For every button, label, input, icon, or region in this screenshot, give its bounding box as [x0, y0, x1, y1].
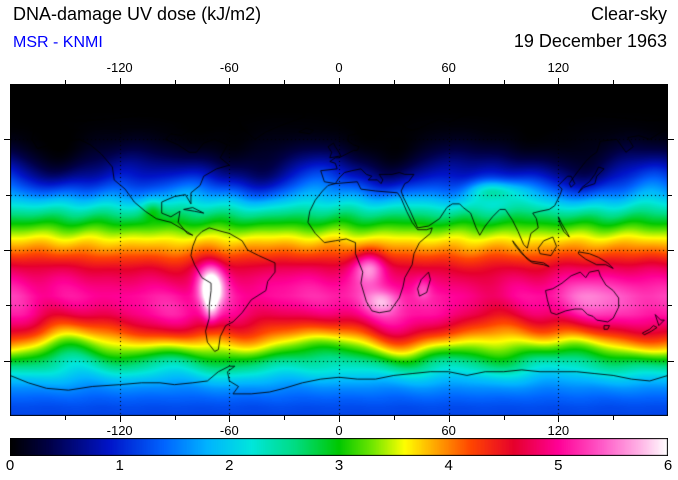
- lat-tick-label: -60: [0, 351, 2, 370]
- lon-tick-label: -120: [106, 423, 133, 438]
- colorbar-tick-label: 6: [663, 457, 673, 474]
- lon-tick-label: -60: [219, 60, 239, 75]
- lat-minor-tick-mark: [668, 194, 672, 196]
- colorbar-tick-label: 4: [444, 457, 453, 474]
- colorbar-tick-label: 2: [225, 457, 234, 474]
- colorbar-tick-label: 1: [115, 457, 124, 474]
- lat-tick-mark: [668, 139, 674, 141]
- lat-minor-tick-mark: [668, 305, 672, 307]
- lon-tick-label: -60: [219, 423, 239, 438]
- lat-tick-label: 60: [0, 132, 2, 146]
- sky-condition-label: Clear-sky: [590, 4, 667, 24]
- lon-minor-tick-mark: [174, 80, 176, 84]
- lon-minor-tick-mark: [174, 416, 176, 420]
- lon-minor-tick-mark: [393, 80, 395, 84]
- lon-minor-tick-mark: [503, 416, 505, 420]
- colorbar-gradient: [10, 438, 668, 456]
- lon-tick-mark: [119, 416, 121, 422]
- header-left: DNA-damage UV dose (kJ/m2) MSR - KNMI: [13, 4, 261, 52]
- data-source-label: MSR - KNMI: [13, 34, 103, 51]
- header-right: Clear-sky 19 December 1963: [514, 4, 667, 52]
- lon-tick-mark: [448, 78, 450, 84]
- lon-tick-label: 0: [335, 60, 343, 75]
- colorbar-tick-label: 5: [554, 457, 563, 474]
- lon-tick-label: 120: [547, 60, 570, 75]
- colorbar-labels: 0 1 2 3 4 5 6: [6, 457, 672, 474]
- lat-tick-mark: [668, 360, 674, 362]
- colorbar: [10, 438, 668, 456]
- lon-minor-tick-mark: [503, 80, 505, 84]
- lon-minor-tick-mark: [613, 416, 615, 420]
- lon-tick-label: 60: [441, 60, 456, 75]
- lon-minor-tick-mark: [64, 416, 66, 420]
- lon-tick-mark: [558, 78, 560, 84]
- lon-minor-tick-mark: [393, 416, 395, 420]
- lon-minor-tick-mark: [64, 80, 66, 84]
- lon-tick-mark: [229, 78, 231, 84]
- lon-tick-mark: [119, 78, 121, 84]
- lon-minor-tick-mark: [613, 80, 615, 84]
- lon-tick-mark: [229, 416, 231, 422]
- lat-tick-mark: [4, 250, 10, 251]
- lon-minor-tick-mark: [284, 80, 286, 84]
- date-label: 19 December 1963: [513, 31, 667, 51]
- lon-tick-label: 0: [335, 423, 343, 438]
- lon-tick-label: 60: [441, 423, 456, 438]
- lon-minor-tick-mark: [284, 416, 286, 420]
- lat-tick-label: 0: [0, 246, 2, 253]
- lat-minor-tick-mark: [6, 194, 10, 196]
- lon-tick-label: -120: [106, 60, 133, 75]
- lon-tick-mark: [339, 78, 340, 84]
- colorbar-tick-label: 3: [334, 457, 344, 474]
- lon-tick-mark: [558, 416, 560, 422]
- lat-tick-mark: [4, 139, 10, 141]
- chart-title: DNA-damage UV dose (kJ/m2): [13, 4, 262, 24]
- colorbar-tick-label: 0: [5, 457, 15, 474]
- lon-tick-label: 120: [547, 423, 570, 438]
- uv-heatmap-canvas: [10, 84, 668, 416]
- lon-tick-mark: [448, 416, 450, 422]
- lon-tick-mark: [339, 416, 340, 422]
- world-map-plot: -120-120-60-60006060120120606000-60-60: [0, 60, 678, 438]
- lat-tick-mark: [4, 360, 10, 362]
- lat-tick-mark: [668, 250, 674, 251]
- lat-minor-tick-mark: [6, 305, 10, 307]
